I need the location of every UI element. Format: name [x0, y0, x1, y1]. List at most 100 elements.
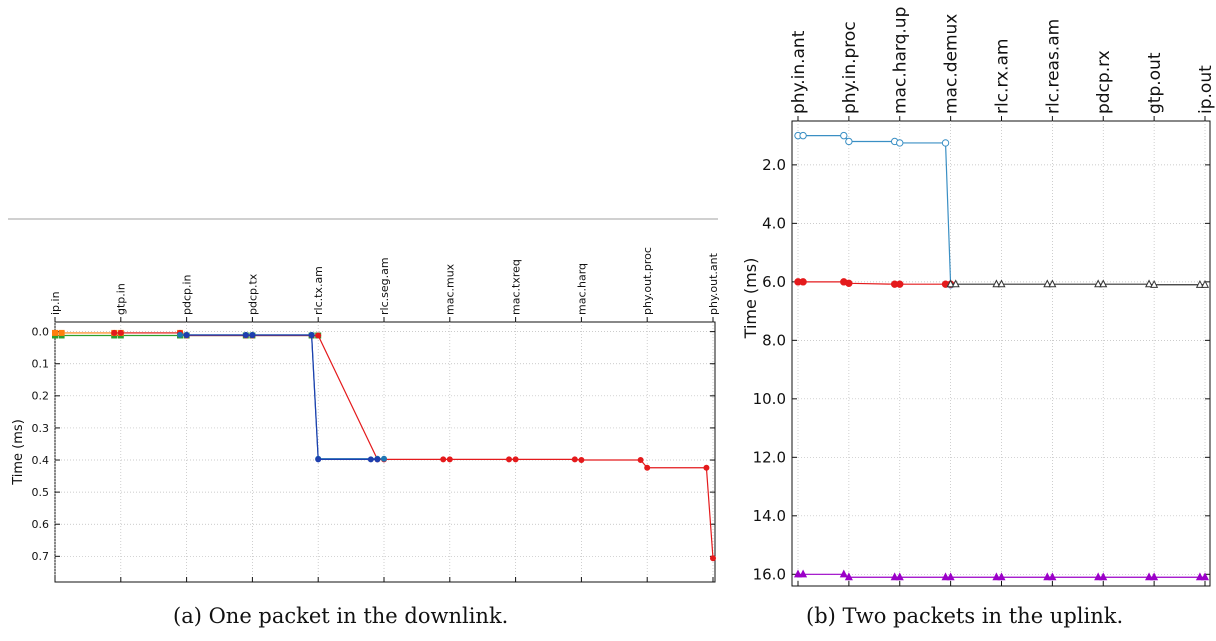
- data-point: [799, 569, 808, 578]
- data-point: [941, 572, 950, 581]
- data-point: [249, 332, 256, 339]
- x-tick-label: mac.demux: [942, 14, 962, 114]
- x-tick-label: rlc.tx.am: [312, 266, 325, 315]
- data-point: [896, 280, 904, 288]
- data-point: [839, 569, 848, 578]
- caption-a: (a) One packet in the downlink.: [173, 604, 509, 628]
- caption-b: (b) Two packets in the uplink.: [806, 604, 1124, 628]
- y-tick-label: 0.2: [32, 390, 50, 403]
- chart-a-downlink: ip.in gtp.in pdcp.in pdcp.tx rlc.tx.am rlc.se…: [8, 218, 720, 583]
- y-tick-label: 14.0: [753, 507, 786, 525]
- data-point: [183, 332, 190, 339]
- data-point: [1150, 572, 1159, 581]
- y-tick-label: 8.0: [762, 332, 786, 350]
- x-tick-label: phy.in.ant: [789, 30, 809, 114]
- chart-a-x-ticks: ip.in gtp.in pdcp.in pdcp.tx rlc.tx.am rlc.se…: [49, 247, 720, 582]
- x-tick-label: pdcp.tx: [246, 273, 259, 315]
- data-point: [644, 464, 651, 471]
- data-point: [840, 131, 848, 140]
- data-point: [890, 572, 899, 581]
- data-point: [895, 572, 904, 581]
- data-point: [506, 456, 513, 463]
- data-point: [1200, 572, 1210, 581]
- data-point: [951, 279, 960, 288]
- chart-b-y-ticks: 2.0 4.0 6.0 8.0 10.0 12.0 14.0 16.0: [753, 156, 1210, 584]
- data-point: [997, 279, 1006, 288]
- series-line: [798, 281, 951, 285]
- x-tick-label: pdcp.in: [180, 274, 193, 315]
- data-point: [1043, 572, 1052, 581]
- x-tick-label: phy.in.proc: [840, 21, 860, 114]
- data-point: [512, 456, 519, 463]
- x-tick-label: phy.out.proc: [641, 247, 654, 315]
- x-tick-label: rlc.rx.am: [992, 39, 1012, 114]
- data-point: [799, 131, 807, 140]
- series-line: [186, 334, 378, 460]
- x-tick-label: mac.mux: [444, 263, 457, 315]
- data-point: [1094, 572, 1103, 581]
- data-point: [1145, 572, 1154, 581]
- series-line: [180, 334, 384, 460]
- chart-a-grid: [54, 322, 714, 582]
- chart-b-uplink: phy.in.ant phy.in.proc mac.harq.up mac.demu…: [741, 7, 1216, 587]
- data-point: [1145, 279, 1154, 288]
- y-tick-label: 10.0: [753, 390, 786, 408]
- y-tick-label: 0.7: [32, 550, 50, 563]
- data-point: [1150, 279, 1159, 288]
- series-line: [950, 283, 1205, 286]
- x-tick-label: mac.harq.up: [891, 7, 911, 114]
- chart-a-series: [52, 329, 716, 562]
- data-point: [52, 329, 58, 336]
- data-point: [367, 456, 374, 463]
- data-point: [946, 572, 955, 581]
- data-point: [941, 139, 950, 147]
- x-tick-label: gtp.out: [1145, 52, 1165, 114]
- data-point: [793, 569, 803, 578]
- data-point: [845, 137, 853, 146]
- y-tick-label: 4.0: [762, 215, 786, 233]
- x-tick-label: ip.out: [1196, 65, 1216, 114]
- chart-a-y-ticks: 0.0 0.1 0.2 0.3 0.4 0.5 0.6 0.7: [32, 325, 715, 563]
- y-tick-label: 6.0: [762, 273, 786, 291]
- data-point: [1099, 279, 1108, 288]
- x-tick-label: phy.out.ant: [707, 252, 720, 315]
- data-point: [177, 331, 184, 338]
- data-point: [799, 278, 807, 286]
- data-point: [578, 457, 585, 464]
- data-point: [992, 572, 1001, 581]
- data-point: [1195, 279, 1204, 288]
- data-point: [1043, 279, 1052, 288]
- chart-b-series: [793, 131, 1210, 581]
- data-point: [308, 332, 315, 339]
- series-line: [798, 135, 952, 285]
- y-tick-label: 0.0: [32, 325, 50, 338]
- y-tick-label: 0.1: [32, 358, 50, 371]
- data-point: [117, 329, 124, 336]
- x-tick-label: gtp.in: [115, 283, 128, 315]
- y-tick-label: 2.0: [762, 156, 786, 174]
- chart-b-grid: [797, 121, 1206, 586]
- data-point: [315, 456, 322, 463]
- data-point: [845, 279, 853, 288]
- data-point: [446, 456, 453, 463]
- data-point: [1200, 279, 1210, 288]
- data-point: [1195, 572, 1204, 581]
- data-point: [1048, 572, 1057, 581]
- data-point: [374, 456, 381, 463]
- data-point: [844, 572, 853, 581]
- data-point: [381, 455, 387, 462]
- data-point: [315, 332, 322, 339]
- data-point: [946, 279, 955, 288]
- data-point: [896, 139, 904, 147]
- chart-a-y-axis-label: Time (ms): [11, 419, 26, 486]
- chart-a-plot-frame: [54, 321, 716, 583]
- y-tick-label: 0.6: [32, 518, 50, 531]
- chart-b-x-ticks: phy.in.ant phy.in.proc mac.harq.up mac.demu…: [789, 7, 1216, 586]
- y-tick-label: 0.5: [32, 486, 50, 499]
- y-tick-label: 16.0: [753, 566, 786, 584]
- y-tick-label: 0.3: [32, 422, 50, 435]
- data-point: [1094, 279, 1103, 288]
- data-point: [637, 457, 644, 464]
- x-tick-label: rlc.seg.am: [378, 257, 391, 315]
- data-point: [710, 555, 716, 562]
